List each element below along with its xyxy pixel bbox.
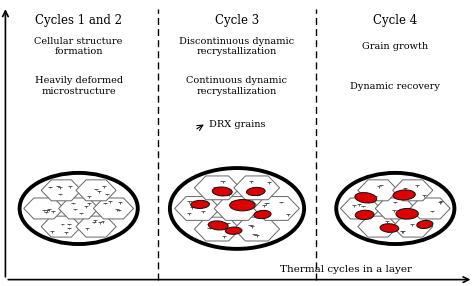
Polygon shape xyxy=(59,198,99,219)
Text: Thermal cycles in a layer: Thermal cycles in a layer xyxy=(280,265,412,274)
Polygon shape xyxy=(76,180,116,201)
Text: Cycle 4: Cycle 4 xyxy=(373,14,418,27)
Polygon shape xyxy=(340,198,381,219)
Ellipse shape xyxy=(355,192,377,203)
Text: Grain growth: Grain growth xyxy=(362,42,428,51)
Ellipse shape xyxy=(417,221,433,229)
Text: Cellular structure
formation: Cellular structure formation xyxy=(35,37,123,56)
Polygon shape xyxy=(358,216,398,237)
Ellipse shape xyxy=(393,190,415,200)
Polygon shape xyxy=(214,196,260,220)
Polygon shape xyxy=(194,217,240,241)
Polygon shape xyxy=(392,216,433,237)
Polygon shape xyxy=(254,196,300,220)
Polygon shape xyxy=(76,216,116,237)
Circle shape xyxy=(170,168,304,249)
Ellipse shape xyxy=(246,187,265,196)
Polygon shape xyxy=(93,198,134,219)
Text: Heavily deformed
microstructure: Heavily deformed microstructure xyxy=(35,76,123,96)
Circle shape xyxy=(336,173,455,244)
Ellipse shape xyxy=(225,227,242,234)
Ellipse shape xyxy=(380,224,399,232)
Polygon shape xyxy=(234,217,280,241)
Ellipse shape xyxy=(229,200,255,211)
Polygon shape xyxy=(41,216,82,237)
Polygon shape xyxy=(194,176,240,200)
Polygon shape xyxy=(234,176,280,200)
Polygon shape xyxy=(410,198,450,219)
Polygon shape xyxy=(392,180,433,201)
Ellipse shape xyxy=(212,187,232,196)
Polygon shape xyxy=(174,196,220,220)
Ellipse shape xyxy=(208,221,228,230)
Polygon shape xyxy=(375,198,415,219)
Polygon shape xyxy=(24,198,64,219)
Polygon shape xyxy=(41,180,82,201)
Circle shape xyxy=(19,173,138,244)
Text: DRX grains: DRX grains xyxy=(209,120,265,129)
Ellipse shape xyxy=(191,200,210,208)
Text: Discontinuous dynamic
recrystallization: Discontinuous dynamic recrystallization xyxy=(180,37,294,56)
Text: Dynamic recovery: Dynamic recovery xyxy=(350,82,440,91)
Text: Continuous dynamic
recrystallization: Continuous dynamic recrystallization xyxy=(186,76,288,96)
Ellipse shape xyxy=(396,208,419,219)
Polygon shape xyxy=(358,180,398,201)
Text: Cycles 1 and 2: Cycles 1 and 2 xyxy=(35,14,122,27)
Ellipse shape xyxy=(254,210,271,219)
Ellipse shape xyxy=(355,210,374,220)
Text: Cycle 3: Cycle 3 xyxy=(215,14,259,27)
